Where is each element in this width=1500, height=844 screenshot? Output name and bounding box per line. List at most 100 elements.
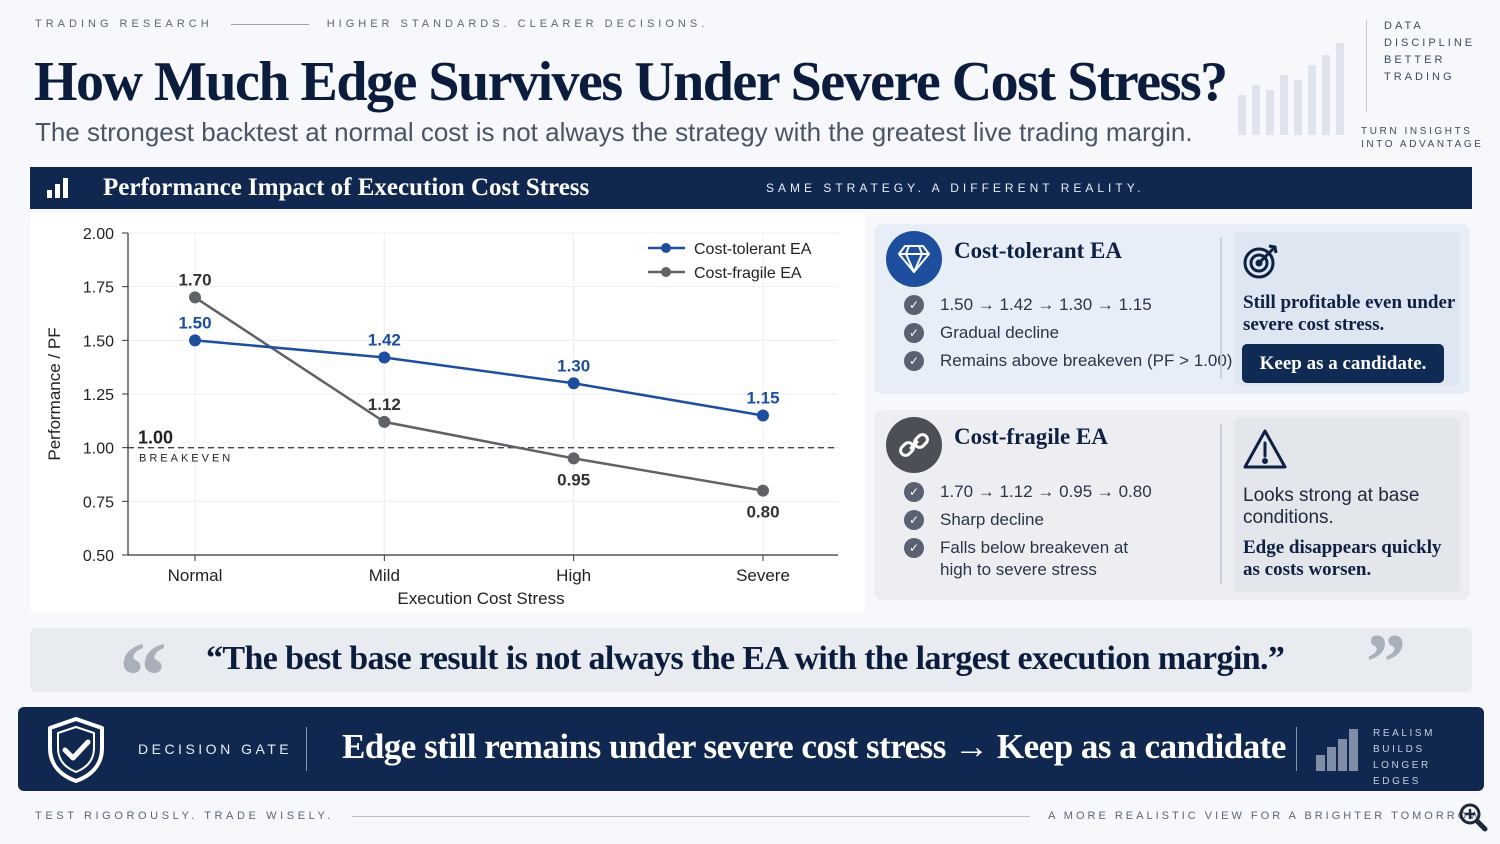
corner-divider: [1366, 20, 1367, 112]
section-band: Performance Impact of Execution Cost Str…: [30, 167, 1472, 209]
card-verdict: Still profitable even under severe cost …: [1234, 232, 1460, 386]
kicker-left: TRADING RESEARCH: [35, 18, 213, 30]
y-tick-label: 1.50: [83, 333, 114, 350]
corner-word: TRADING: [1384, 71, 1455, 83]
section-title: Performance Impact of Execution Cost Str…: [103, 174, 590, 201]
link-icon: [886, 417, 942, 473]
series-line: [194, 339, 764, 417]
quote-box: “ “The best base result is not always th…: [30, 619, 1472, 729]
card-verdict: Looks strong at base conditions. Edge di…: [1234, 418, 1460, 592]
x-tick-label: Mild: [369, 566, 400, 585]
bar-chart-icon: [47, 178, 69, 198]
page-subtitle: The strongest backtest at normal cost is…: [35, 117, 1193, 147]
corner-tagline-line: TURN INSIGHTS: [1361, 126, 1473, 137]
data-point: [189, 334, 201, 347]
card-points: ✓ 1.50 → 1.42 → 1.30 → 1.15 ✓ Gradual decl…: [904, 294, 1232, 378]
list-item-text: Sharp decline: [940, 510, 1044, 529]
check-icon: ✓: [904, 482, 924, 502]
data-point: [378, 415, 391, 428]
footer-left: TEST RIGOROUSLY. TRADE WISELY.: [35, 810, 334, 822]
verdict-text: Still profitable even under severe cost …: [1243, 292, 1456, 335]
corner-tagline: TURN INSIGHTS INTO ADVANTAGE: [1361, 125, 1484, 151]
y-axis-title: Performance / PF: [45, 327, 64, 460]
check-icon: ✓: [904, 510, 924, 530]
y-tick-label: 2.00: [83, 226, 114, 243]
data-point: [757, 484, 769, 497]
check-icon: ✓: [904, 323, 924, 343]
card-divider: [1220, 424, 1222, 584]
card-cost-tolerant: Cost-tolerant EA ✓ 1.50 → 1.42 → 1.30 → 1…: [874, 224, 1470, 394]
y-tick-label: 0.50: [83, 548, 114, 565]
data-label: 1.42: [368, 331, 401, 350]
series-line: [194, 296, 764, 492]
footer-right: A MORE REALISTIC VIEW FOR A BRIGHTER TOM…: [1048, 810, 1483, 822]
gate-side-word: BUILDS: [1373, 744, 1425, 755]
verdict-text: Looks strong at base conditions.: [1243, 485, 1420, 528]
check-icon: ✓: [904, 351, 924, 371]
list-item: ✓ 1.70 → 1.12 → 0.95 → 0.80: [904, 481, 1152, 503]
list-item: ✓ Gradual decline: [904, 322, 1232, 344]
legend-label: Cost-fragile EA: [694, 265, 802, 282]
target-icon: [1243, 244, 1278, 279]
card-cost-fragile: Cost-fragile EA ✓ 1.70 → 1.12 → 0.95 → 0.…: [874, 410, 1470, 600]
y-tick-label: 0.75: [83, 494, 114, 511]
data-point: [378, 351, 391, 364]
verdict-emphasis: Edge disappears quickly as costs worsen.: [1243, 537, 1442, 580]
keep-candidate-button[interactable]: Keep as a candidate.: [1242, 344, 1444, 383]
kicker-right: HIGHER STANDARDS. CLEARER DECISIONS.: [326, 18, 709, 30]
list-item-text: 1.50 → 1.42 → 1.30 → 1.15: [940, 295, 1152, 314]
x-tick-label: High: [556, 566, 591, 585]
page-title: How Much Edge Survives Under Severe Cost…: [34, 51, 1228, 113]
decision-gate-text: Edge still remains under severe cost str…: [342, 727, 1286, 766]
legend-marker: [661, 267, 671, 277]
gate-divider: [1296, 727, 1297, 771]
list-item: ✓ Remains above breakeven (PF > 1.00): [904, 350, 1232, 372]
list-item-text: 1.70 → 1.12 → 0.95 → 0.80: [940, 482, 1152, 501]
data-point: [567, 377, 580, 390]
list-item: ✓ 1.50 → 1.42 → 1.30 → 1.15: [904, 294, 1232, 316]
data-label: 1.30: [557, 356, 590, 375]
data-point: [567, 452, 580, 465]
zoom-in-icon[interactable]: [1458, 802, 1488, 832]
card-title: Cost-fragile EA: [954, 424, 1108, 449]
close-quote-icon: ”: [1366, 619, 1406, 707]
data-label: 1.50: [178, 313, 211, 332]
kicker-row: TRADING RESEARCH HIGHER STANDARDS. CLEAR…: [35, 17, 708, 31]
card-title: Cost-tolerant EA: [954, 238, 1122, 263]
breakeven-value: 1.00: [138, 428, 173, 448]
gate-side-word: REALISM: [1373, 728, 1436, 739]
data-label: 0.95: [557, 470, 590, 489]
corner-words: DATA DISCIPLINE BETTER TRADING: [1384, 18, 1475, 86]
gate-side-words: REALISM BUILDS LONGER EDGES: [1373, 726, 1484, 790]
footer-divider: [352, 816, 1030, 817]
shield-check-icon: [48, 717, 104, 783]
list-item-text: Falls below breakeven at high to severe …: [940, 538, 1129, 579]
list-item-text: Remains above breakeven (PF > 1.00): [940, 351, 1233, 370]
quote-text: “The best base result is not always the …: [206, 640, 1285, 677]
decision-gate-label: DECISION GATE: [138, 741, 293, 757]
y-tick-label: 1.00: [83, 441, 114, 458]
list-item-text: Gradual decline: [940, 323, 1060, 342]
warning-icon: [1243, 429, 1287, 469]
check-icon: ✓: [904, 295, 924, 315]
check-icon: ✓: [904, 538, 924, 558]
section-tagline: SAME STRATEGY. A DIFFERENT REALITY.: [766, 181, 1145, 195]
legend-marker: [661, 243, 671, 253]
chart-panel: 2.00 1.75 1.50 1.25 1.00 0.75 0.50 Normal Mild Hi…: [30, 213, 865, 612]
y-tick-label: 1.75: [83, 280, 114, 297]
list-item: ✓ Sharp decline: [904, 509, 1152, 531]
diamond-icon: [886, 231, 942, 287]
card-divider: [1220, 238, 1222, 378]
legend-label: Cost-tolerant EA: [694, 241, 812, 258]
corner-tagline-line: INTO ADVANTAGE: [1361, 139, 1484, 150]
data-label: 0.80: [746, 503, 779, 522]
x-tick-label: Severe: [736, 566, 790, 585]
y-tick-label: 1.25: [83, 387, 114, 404]
data-label: 1.12: [368, 395, 401, 414]
x-axis-title: Execution Cost Stress: [397, 589, 564, 608]
corner-word: BETTER: [1384, 54, 1446, 66]
decision-gate: DECISION GATE Edge still remains under s…: [18, 707, 1484, 791]
line-chart: 2.00 1.75 1.50 1.25 1.00 0.75 0.50 Normal Mild Hi…: [45, 226, 838, 608]
data-label: 1.70: [178, 270, 211, 289]
data-label: 1.15: [746, 388, 779, 407]
